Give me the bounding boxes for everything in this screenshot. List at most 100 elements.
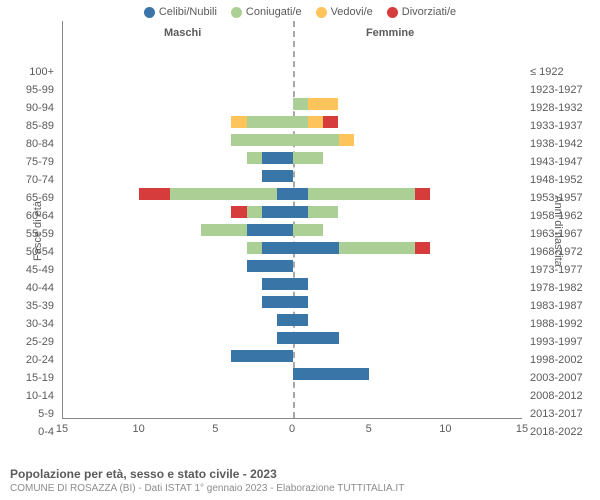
bar-segment-female — [339, 242, 416, 254]
age-tick: 10-14 — [26, 390, 54, 402]
pyramid-row — [63, 115, 522, 129]
footer-subtitle: COMUNE DI ROSAZZA (BI) - Dati ISTAT 1° g… — [10, 483, 404, 494]
birth-year-tick: 1923-1927 — [530, 84, 583, 96]
bar-segment-male — [247, 224, 293, 236]
birth-year-tick: 1948-1952 — [530, 174, 583, 186]
pyramid-row — [63, 97, 522, 111]
bar-segment-female — [323, 116, 338, 128]
age-tick: 60-64 — [26, 210, 54, 222]
age-tick: 90-94 — [26, 102, 54, 114]
bar-segment-female — [293, 134, 339, 146]
bar-segment-male — [231, 350, 292, 362]
bar-segment-male — [262, 278, 293, 290]
age-tick: 20-24 — [26, 354, 54, 366]
legend-swatch — [231, 7, 242, 18]
pyramid-row — [63, 295, 522, 309]
bar-segment-male — [262, 170, 293, 182]
bar-segment-female — [293, 314, 308, 326]
bar-segment-female — [293, 368, 370, 380]
x-tick: 0 — [289, 423, 295, 435]
male-label: Maschi — [164, 27, 201, 39]
bar-segment-male — [247, 242, 262, 254]
bar-segment-female — [293, 224, 324, 236]
bar-segment-male — [247, 152, 262, 164]
bar-segment-male — [201, 224, 247, 236]
bar-segment-female — [308, 206, 339, 218]
x-tick: 5 — [366, 423, 372, 435]
bar-segment-male — [262, 242, 293, 254]
pyramid-row — [63, 187, 522, 201]
x-tick: 15 — [56, 423, 68, 435]
bar-segment-female — [415, 242, 430, 254]
bar-segment-female — [308, 188, 415, 200]
bar-segment-female — [293, 278, 308, 290]
birth-year-tick: 1973-1977 — [530, 264, 583, 276]
chart-plot-area: Maschi Femmine — [62, 21, 522, 419]
bar-segment-male — [247, 206, 262, 218]
birth-year-tick: 2008-2012 — [530, 390, 583, 402]
female-label: Femmine — [366, 27, 414, 39]
chart-footer: Popolazione per età, sesso e stato civil… — [10, 467, 404, 494]
pyramid-row — [63, 385, 522, 399]
bar-segment-female — [293, 98, 308, 110]
bar-segment-male — [262, 206, 293, 218]
age-tick: 40-44 — [26, 282, 54, 294]
bar-segment-male — [247, 260, 293, 272]
bar-segment-female — [293, 242, 339, 254]
bar-segment-male — [277, 314, 292, 326]
age-tick: 5-9 — [38, 408, 54, 420]
birth-year-tick: 1963-1967 — [530, 228, 583, 240]
bar-segment-male — [277, 188, 292, 200]
age-tick: 15-19 — [26, 372, 54, 384]
x-tick: 5 — [212, 423, 218, 435]
age-tick: 0-4 — [38, 426, 54, 438]
pyramid-row — [63, 61, 522, 75]
age-tick: 70-74 — [26, 174, 54, 186]
pyramid-row — [63, 43, 522, 57]
y-axis-left: 0-45-910-1415-1920-2425-2930-3435-3940-4… — [0, 43, 58, 441]
bar-segment-female — [415, 188, 430, 200]
pyramid-row — [63, 151, 522, 165]
birth-year-tick: 1938-1942 — [530, 138, 583, 150]
birth-year-tick: 1943-1947 — [530, 156, 583, 168]
age-tick: 50-54 — [26, 246, 54, 258]
birth-year-tick: 1953-1957 — [530, 192, 583, 204]
legend-label: Divorziati/e — [402, 6, 456, 18]
birth-year-tick: 1958-1962 — [530, 210, 583, 222]
legend-item: Coniugati/e — [231, 6, 302, 18]
pyramid-row — [63, 169, 522, 183]
bar-segment-female — [293, 188, 308, 200]
legend-item: Divorziati/e — [387, 6, 456, 18]
legend-label: Vedovi/e — [331, 6, 373, 18]
age-tick: 100+ — [29, 66, 54, 78]
legend-label: Coniugati/e — [246, 6, 302, 18]
pyramid-row — [63, 79, 522, 93]
legend-label: Celibi/Nubili — [159, 6, 217, 18]
age-tick: 45-49 — [26, 264, 54, 276]
bar-segment-male — [262, 296, 293, 308]
legend-swatch — [316, 7, 327, 18]
bar-segment-female — [293, 332, 339, 344]
birth-year-tick: 1928-1932 — [530, 102, 583, 114]
age-tick: 35-39 — [26, 300, 54, 312]
age-tick: 85-89 — [26, 120, 54, 132]
bar-segment-female — [293, 116, 308, 128]
age-tick: 25-29 — [26, 336, 54, 348]
bar-segment-male — [231, 134, 292, 146]
y-axis-right: 2018-20222013-20172008-20122003-20071998… — [526, 43, 600, 441]
x-tick: 10 — [133, 423, 145, 435]
birth-year-tick: 1988-1992 — [530, 318, 583, 330]
pyramid-row — [63, 367, 522, 381]
pyramid-row — [63, 403, 522, 417]
birth-year-tick: 2003-2007 — [530, 372, 583, 384]
bar-segment-male — [170, 188, 277, 200]
bar-segment-male — [231, 116, 246, 128]
birth-year-tick: 1933-1937 — [530, 120, 583, 132]
age-tick: 55-59 — [26, 228, 54, 240]
pyramid-row — [63, 277, 522, 291]
x-tick: 15 — [516, 423, 528, 435]
age-tick: 75-79 — [26, 156, 54, 168]
birth-year-tick: 1983-1987 — [530, 300, 583, 312]
bar-segment-male — [277, 332, 292, 344]
birth-year-tick: 1978-1982 — [530, 282, 583, 294]
